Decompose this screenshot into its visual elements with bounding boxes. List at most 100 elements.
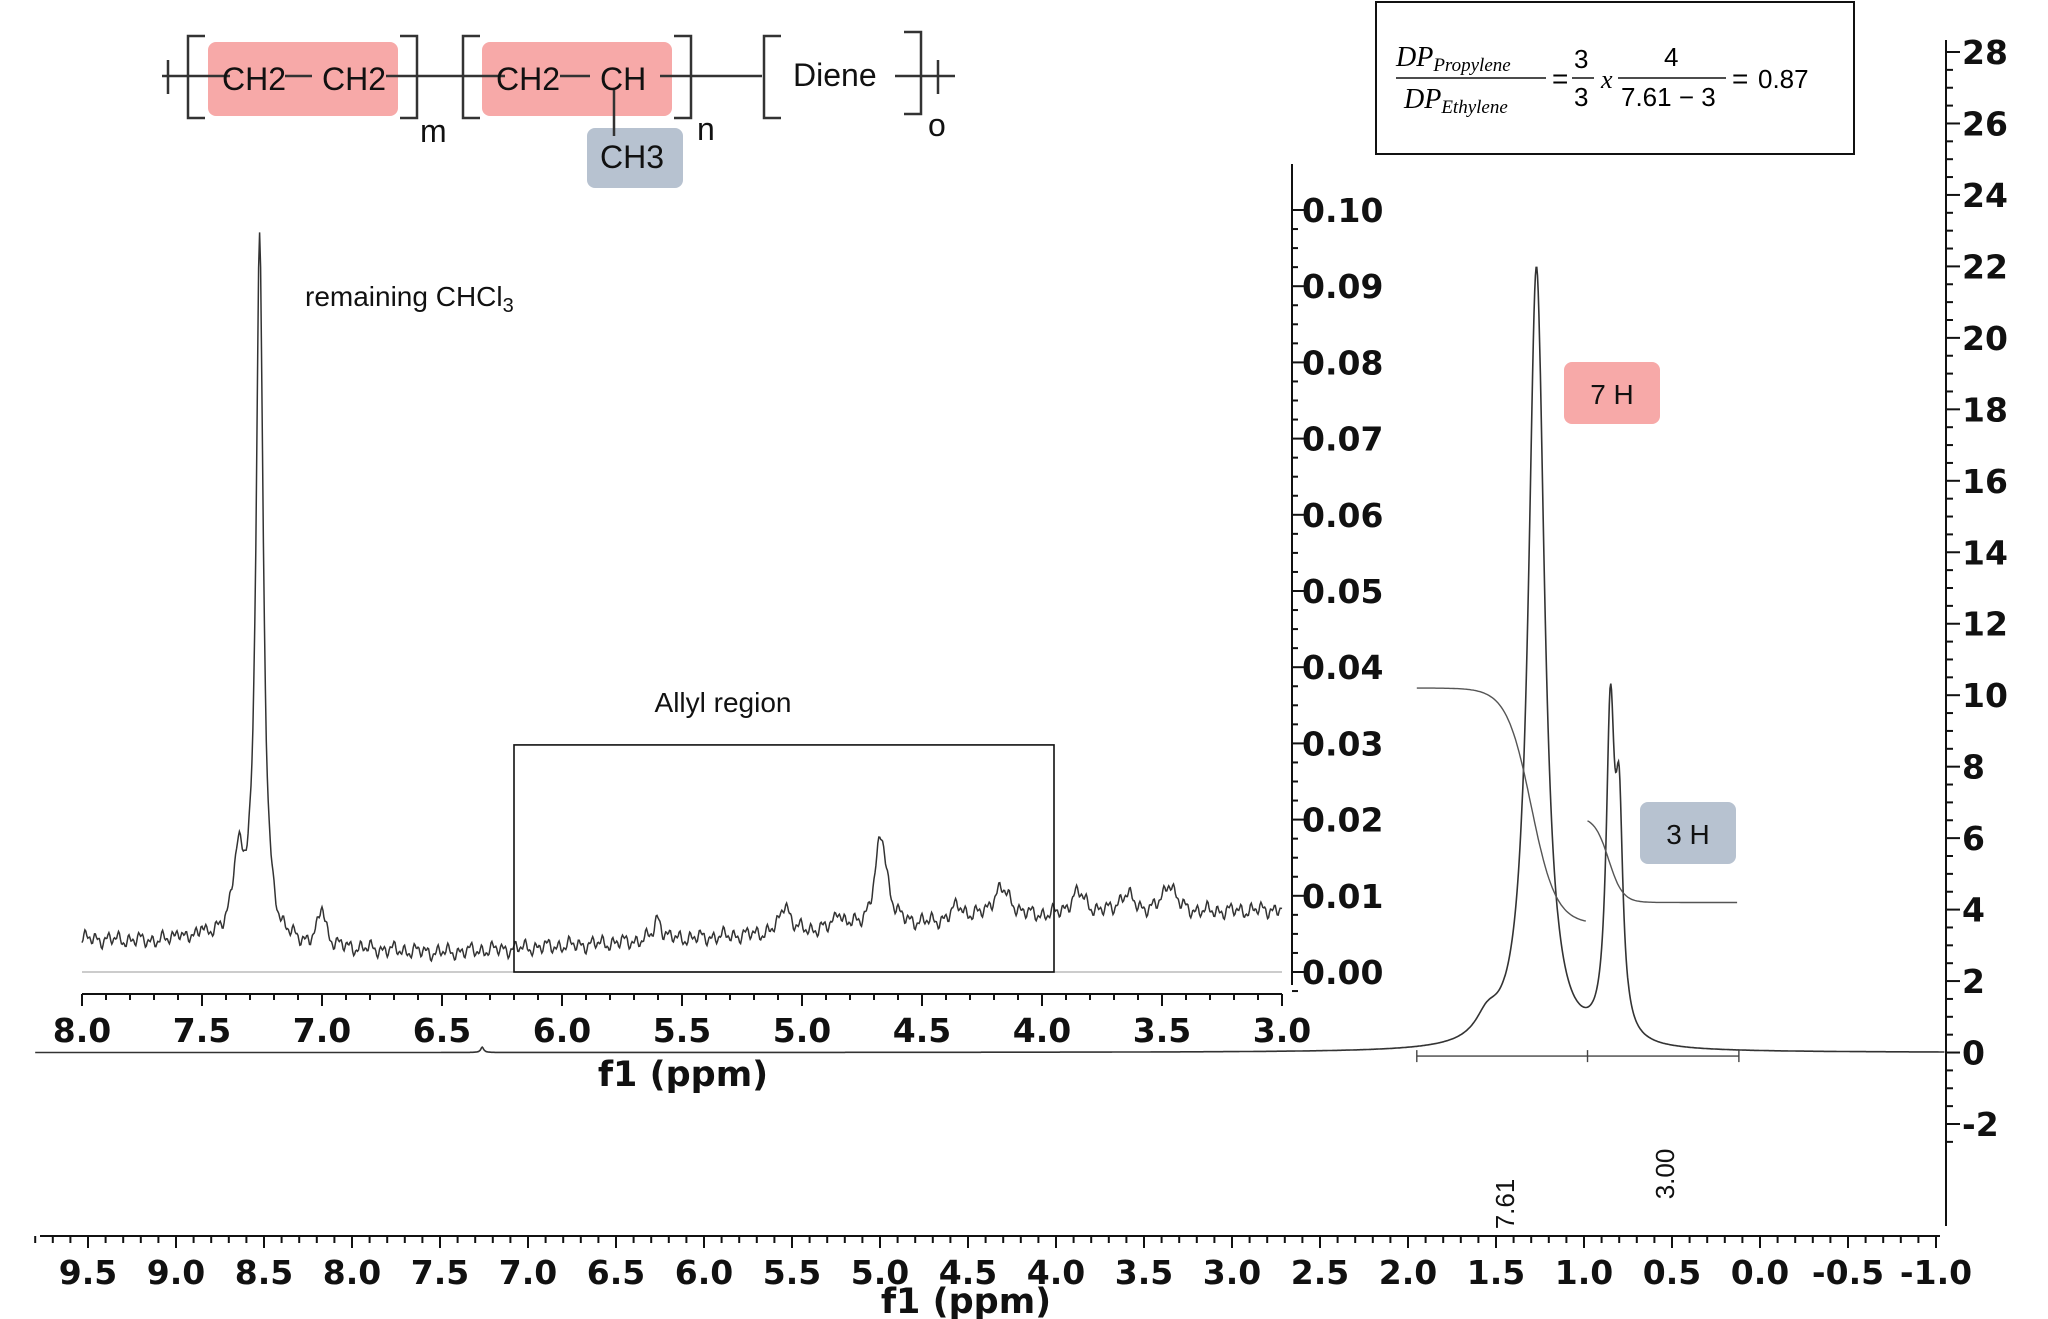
dp-ethylene: DPEthylene <box>1403 84 1508 118</box>
inset-x-axis-label: f1 (ppm) <box>598 1055 768 1095</box>
equation-box: DPPropylene DPEthylene = 3 3 x 4 7.61 − … <box>1375 1 1855 155</box>
main-y-tick-label: 8 <box>1962 748 1985 787</box>
main-y-tick-label: 12 <box>1962 605 2008 644</box>
inset-y-tick-label: 0.06 <box>1302 496 1383 535</box>
ethylene-highlight <box>208 42 398 116</box>
chcl3-label: remaining CHCl3 <box>305 281 514 317</box>
segment-diene: Diene <box>793 57 877 93</box>
main-x-tick-label: 9.0 <box>147 1253 205 1292</box>
main-x-axis: 9.5 9.0 8.5 8.0 7.5 7.0 6.5 6.0 5.5 5.0 4.5 4.0 3.5 3… <box>34 1235 1972 1292</box>
main-y-tick-label: 24 <box>1962 176 2008 215</box>
main-x-tick-label: 9.5 <box>59 1253 117 1292</box>
inset-x-tick-label: 4.0 <box>1013 1011 1071 1050</box>
main-x-tick-label: 5.0 <box>851 1253 909 1292</box>
allyl-region-box <box>513 744 1055 973</box>
main-y-tick-label: 4 <box>1962 891 1985 930</box>
main-x-tick-label: 7.5 <box>411 1253 469 1292</box>
inset-x-tick-label: 7.0 <box>293 1011 351 1050</box>
main-x-tick-label: 5.5 <box>763 1253 821 1292</box>
inset-x-tick-label: 3.5 <box>1133 1011 1191 1050</box>
equals-2: = <box>1732 63 1748 94</box>
main-y-tick-label: 2 <box>1962 962 1985 1001</box>
inset-x-tick-label: 4.5 <box>893 1011 951 1050</box>
integral-curve-2 <box>1587 820 1738 904</box>
main-x-tick-label: 8.5 <box>235 1253 293 1292</box>
polymer-structure: CH2 CH2 CH2 CH CH3 Diene m n o <box>162 30 955 188</box>
main-y-tick-label: 16 <box>1962 462 2008 501</box>
main-x-tick-label: 2.5 <box>1291 1253 1349 1292</box>
segment-ch2-b: CH2 <box>322 61 386 97</box>
main-y-tick-label: 22 <box>1962 247 2008 286</box>
integral-curve-1 <box>1416 687 1586 922</box>
inset-x-tick-label: 3.0 <box>1253 1011 1311 1050</box>
methyl-highlight <box>587 128 683 188</box>
integral-value-2: 3.00 <box>1650 1149 1680 1200</box>
main-x-tick-label: 1.0 <box>1555 1253 1613 1292</box>
inset-y-tick-label: 0.04 <box>1302 648 1383 687</box>
main-x-tick-label: -1.0 <box>1900 1253 1972 1292</box>
segment-ch2-c: CH2 <box>496 61 560 97</box>
inset-y-tick-label: 0.03 <box>1302 724 1383 763</box>
main-y-tick-label: 10 <box>1962 676 2008 715</box>
main-x-tick-label: 7.0 <box>499 1253 557 1292</box>
main-x-tick-label: 0.0 <box>1731 1253 1789 1292</box>
integral-ruler <box>1416 1050 1740 1063</box>
peak-3h-label: 3 H <box>1666 819 1710 850</box>
main-y-tick-label: 26 <box>1962 104 2008 143</box>
main-x-tick-label: 2.0 <box>1379 1253 1437 1292</box>
main-x-tick-label: 6.0 <box>675 1253 733 1292</box>
main-y-tick-label: 6 <box>1962 819 1985 858</box>
inset-spectrum-trace <box>81 232 1283 963</box>
inset-y-tick-label: 0.02 <box>1302 801 1383 840</box>
dp-ratio-result: 0.87 <box>1758 64 1809 94</box>
inset-y-tick-label: 0.01 <box>1302 877 1383 916</box>
subscript-o: o <box>928 107 946 143</box>
inset-y-tick-label: 0.08 <box>1302 343 1383 382</box>
main-x-tick-label: 6.5 <box>587 1253 645 1292</box>
main-y-tick-label: 14 <box>1962 533 2008 572</box>
main-x-tick-label: -0.5 <box>1812 1253 1884 1292</box>
main-y-tick-label: 18 <box>1962 390 2008 429</box>
segment-ch2-a: CH2 <box>222 61 286 97</box>
inset-x-tick-label: 5.5 <box>653 1011 711 1050</box>
frac2-denominator: 7.61 − 3 <box>1621 82 1716 112</box>
peak-7h-label: 7 H <box>1590 379 1634 410</box>
inset-x-tick-label: 6.5 <box>413 1011 471 1050</box>
main-y-tick-label: 28 <box>1962 33 2008 72</box>
frac1-numerator: 3 <box>1574 44 1588 74</box>
subscript-n: n <box>697 111 715 147</box>
main-x-tick-label: 4.0 <box>1027 1253 1085 1292</box>
main-x-tick-label: 1.5 <box>1467 1253 1525 1292</box>
inset-x-tick-label: 5.0 <box>773 1011 831 1050</box>
main-spectrum: 9.5 9.0 8.5 8.0 7.5 7.0 6.5 6.0 5.5 5.0 4.5 4.0 3.5 3… <box>34 33 2008 1319</box>
main-x-tick-label: 8.0 <box>323 1253 381 1292</box>
inset-x-tick-label: 8.0 <box>53 1011 111 1050</box>
main-spectrum-trace <box>35 266 1945 1054</box>
segment-ch3: CH3 <box>600 139 664 175</box>
inset-y-axis: 0.10 0.09 0.08 0.07 0.06 0.05 0.04 0.03 0.02 0.01… <box>1291 164 1383 993</box>
peak-7h-badge <box>1564 362 1660 424</box>
main-x-tick-label: 0.5 <box>1643 1253 1701 1292</box>
propylene-highlight <box>482 42 672 116</box>
main-y-tick-label: 20 <box>1962 319 2008 358</box>
main-x-tick-label: 4.5 <box>939 1253 997 1292</box>
inset-y-tick-label: 0.00 <box>1302 953 1383 992</box>
main-x-tick-label: 3.5 <box>1115 1253 1173 1292</box>
main-x-axis-label: f1 (ppm) <box>881 1282 1051 1319</box>
inset-x-tick-label: 6.0 <box>533 1011 591 1050</box>
equals-1: = <box>1552 63 1568 94</box>
peak-3h-badge <box>1640 802 1736 864</box>
segment-ch: CH <box>600 61 646 97</box>
inset-y-tick-label: 0.10 <box>1302 191 1383 230</box>
inset-y-tick-label: 0.05 <box>1302 572 1383 611</box>
times-sign: x <box>1600 65 1613 94</box>
dp-propylene: DPPropylene <box>1395 42 1511 76</box>
main-x-tick-label: 3.0 <box>1203 1253 1261 1292</box>
inset-x-tick-label: 7.5 <box>173 1011 231 1050</box>
main-y-tick-label: -2 <box>1962 1105 1999 1144</box>
inset-y-tick-label: 0.09 <box>1302 267 1383 306</box>
integral-value-1: 7.61 <box>1490 1179 1520 1230</box>
frac2-numerator: 4 <box>1664 42 1678 72</box>
